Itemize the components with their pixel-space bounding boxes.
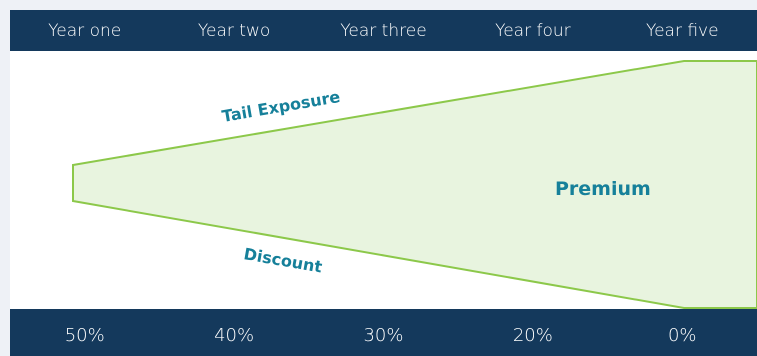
discount-label: Discount xyxy=(242,244,324,276)
year-one-label: Year one xyxy=(48,20,122,41)
percent-year-one: 50% xyxy=(64,325,105,346)
premium-label: Premium xyxy=(555,178,651,200)
percent-year-three: 30% xyxy=(363,325,404,346)
percent-year-four: 20% xyxy=(512,325,553,346)
year-five-label: Year five xyxy=(645,20,719,41)
premium-wedge-diagram: Tail Exposure Premium Discount xyxy=(72,60,757,309)
diagram-card: Year one Year two Year three Year four Y… xyxy=(10,10,757,356)
discount-percentage-bar: 50% 40% 30% 20% 0% xyxy=(10,309,757,356)
year-three-label: Year three xyxy=(340,20,427,41)
year-four-label: Year four xyxy=(495,20,571,41)
percent-year-five: 0% xyxy=(667,325,697,346)
year-header-bar: Year one Year two Year three Year four Y… xyxy=(10,10,757,51)
percent-year-two: 40% xyxy=(214,325,255,346)
year-two-label: Year two xyxy=(197,20,271,41)
tail-exposure-label: Tail Exposure xyxy=(220,87,341,126)
premium-wedge-shape xyxy=(72,60,757,309)
